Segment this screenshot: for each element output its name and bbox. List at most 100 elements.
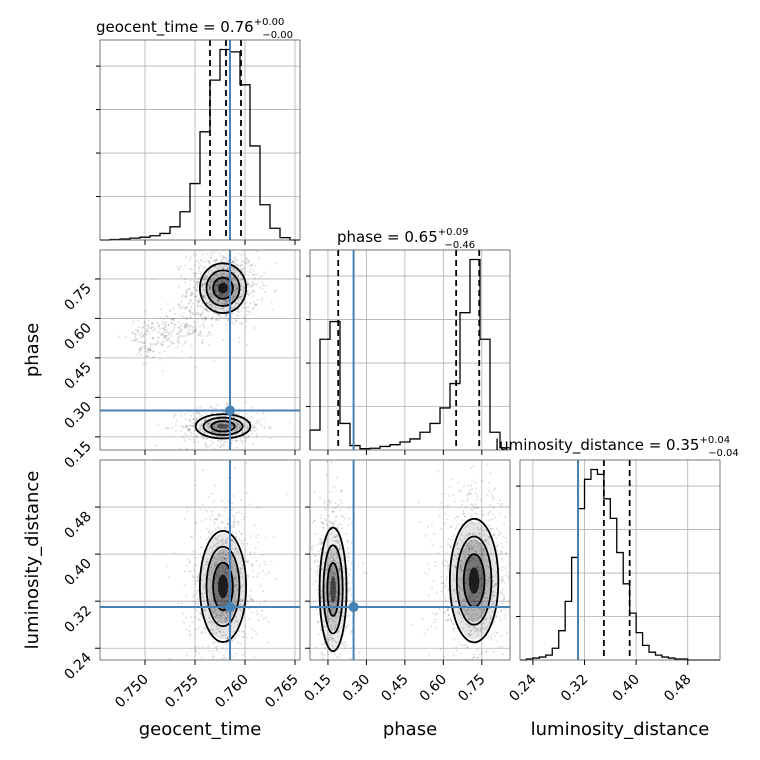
sample-point [221, 278, 224, 280]
sample-point [188, 428, 190, 431]
sample-point [188, 419, 190, 422]
sample-point [491, 495, 494, 498]
sample-point [168, 339, 171, 342]
sample-point [247, 294, 250, 297]
sample-point [501, 602, 504, 605]
sample-point [324, 500, 327, 503]
sample-point [220, 426, 223, 429]
sample-point [195, 435, 198, 438]
sample-point [186, 426, 189, 428]
sample-point [504, 515, 506, 518]
sample-point [207, 333, 210, 336]
sample-point [422, 617, 425, 620]
xtick-label-geocent-time: 0.760 [212, 672, 252, 712]
sample-point [237, 551, 240, 554]
sample-point [264, 536, 267, 539]
sample-point [201, 334, 204, 337]
sample-point [432, 612, 435, 614]
sample-point [230, 313, 233, 315]
sample-point [200, 546, 203, 549]
sample-point [453, 638, 456, 641]
sample-point [439, 648, 442, 651]
sample-point [201, 596, 204, 599]
sample-point [165, 321, 168, 324]
sample-point [452, 623, 455, 626]
sample-point [208, 515, 211, 518]
sample-point [209, 581, 212, 584]
sample-point [235, 440, 238, 443]
sample-point [255, 283, 258, 286]
sample-point [333, 510, 335, 513]
sample-point [210, 443, 213, 446]
sample-point [447, 564, 450, 567]
sample-point [435, 626, 438, 629]
sample-point [207, 445, 210, 448]
sample-point [238, 426, 241, 429]
sample-point [507, 575, 510, 578]
sample-point [203, 436, 206, 439]
sample-point [200, 631, 203, 634]
ytick-label-phase: 0.15 [61, 438, 94, 471]
sample-point [233, 289, 236, 292]
sample-point [216, 275, 219, 278]
sample-point [247, 270, 250, 273]
xtick-label-luminosity-distance: 0.40 [610, 672, 643, 705]
sample-point [252, 274, 255, 277]
sample-point [236, 287, 239, 290]
sample-point [216, 558, 219, 561]
sample-point [214, 273, 217, 276]
sample-point [164, 335, 166, 337]
sample-point [151, 350, 154, 353]
sample-point [241, 610, 244, 613]
sample-point [259, 602, 261, 605]
sample-point [241, 575, 244, 578]
sample-point [164, 328, 167, 331]
sample-point [255, 433, 258, 436]
sample-point [471, 488, 474, 491]
sample-point [207, 645, 210, 648]
sample-point [209, 602, 212, 605]
sample-point [239, 603, 242, 606]
sample-point [143, 336, 146, 339]
sample-point [314, 554, 317, 557]
sample-point [153, 328, 156, 330]
sample-point [236, 439, 239, 442]
sample-point [212, 425, 215, 428]
sample-point [188, 570, 191, 573]
sample-point [179, 447, 182, 450]
sample-point [214, 288, 217, 291]
sample-point [240, 532, 243, 535]
sample-point [226, 282, 229, 285]
sample-point [184, 281, 187, 284]
sample-point [204, 431, 207, 434]
sample-point [210, 252, 212, 255]
sample-point [218, 425, 221, 428]
sample-point [244, 425, 247, 428]
sample-point [194, 429, 197, 432]
sample-point [246, 599, 249, 602]
sample-point [455, 646, 458, 649]
ytick-label-phase: 0.45 [61, 359, 94, 392]
sample-point [164, 337, 167, 340]
sample-point [225, 299, 228, 302]
sample-point [253, 630, 256, 633]
sample-point [250, 597, 253, 599]
sample-point [263, 271, 266, 274]
sample-point [495, 527, 498, 530]
sample-point [188, 301, 191, 304]
sample-point [213, 430, 216, 433]
sample-point [242, 290, 245, 293]
sample-point [209, 303, 212, 306]
sample-point [470, 508, 473, 511]
sample-point [186, 325, 189, 328]
sample-point [234, 439, 237, 442]
sample-point [251, 565, 254, 568]
sample-point [177, 326, 180, 329]
sample-point [209, 445, 212, 448]
sample-point [437, 470, 439, 473]
sample-point [221, 559, 223, 562]
sample-point [252, 426, 255, 429]
sample-point [252, 301, 255, 304]
sample-point [227, 276, 229, 279]
sample-point [212, 441, 215, 444]
